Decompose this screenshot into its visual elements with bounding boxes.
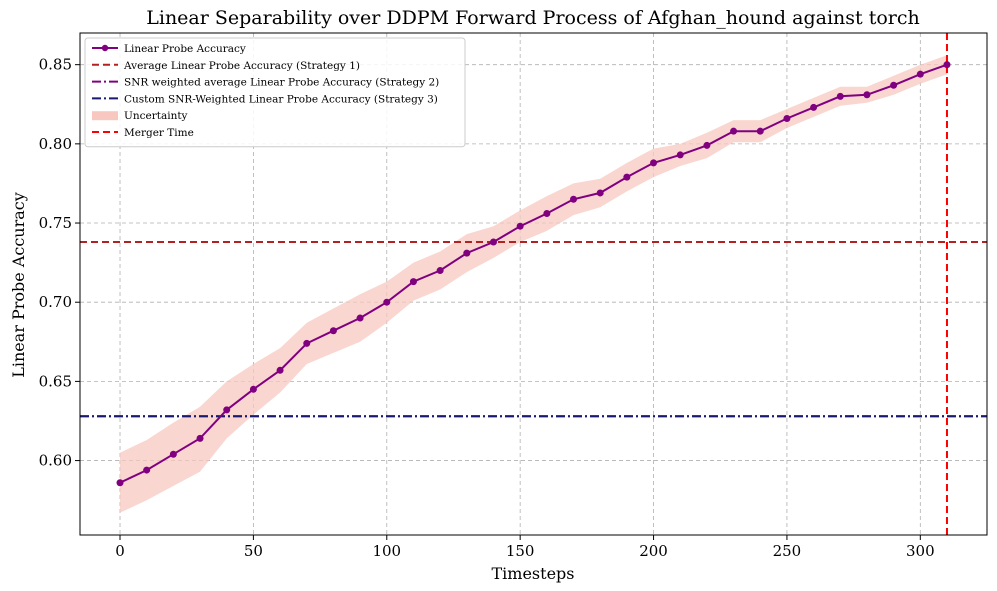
data-point <box>916 70 924 78</box>
legend-label: SNR weighted average Linear Probe Accura… <box>124 77 439 89</box>
data-point <box>650 159 658 167</box>
data-point <box>329 327 337 335</box>
data-point <box>409 278 417 286</box>
legend-box <box>84 37 466 148</box>
data-point <box>249 385 257 393</box>
series-layer <box>116 61 951 487</box>
data-point <box>623 173 631 181</box>
data-point <box>836 92 844 100</box>
chart-title: Linear Separability over DDPM Forward Pr… <box>146 7 919 29</box>
legend: Linear Probe Accuracy Average Linear Prob… <box>84 37 466 148</box>
uncertainty-band-layer <box>120 55 947 513</box>
y-axis-label: Linear Probe Accuracy <box>9 192 28 378</box>
data-point <box>756 127 764 135</box>
data-point <box>810 103 818 111</box>
legend-label: Linear Probe Accuracy <box>124 43 246 55</box>
data-point <box>516 222 524 230</box>
data-point <box>116 479 124 487</box>
x-tick-label: 100 <box>372 542 401 560</box>
axis-ticks: 0 50 100 150 200 250 300 0.60 0.65 0.70 0.75 0.80 0.… <box>39 56 935 560</box>
x-tick-label: 200 <box>639 542 668 560</box>
x-tick-label: 300 <box>906 542 935 560</box>
data-point <box>943 61 951 69</box>
series-line <box>119 63 948 484</box>
data-point <box>783 115 791 123</box>
data-point <box>436 267 444 275</box>
data-point <box>356 314 364 322</box>
data-point <box>489 238 497 246</box>
data-point <box>570 195 578 203</box>
legend-label: Merger Time <box>124 127 194 139</box>
data-point <box>169 450 177 458</box>
data-point <box>463 249 471 257</box>
x-tick-label: 250 <box>773 542 802 560</box>
legend-label: Average Linear Probe Accuracy (Strategy … <box>123 60 360 72</box>
y-tick-label: 0.70 <box>39 293 72 311</box>
data-point <box>196 434 204 442</box>
uncertainty-band <box>120 55 947 513</box>
data-point <box>676 151 684 159</box>
y-tick-label: 0.85 <box>39 56 72 74</box>
legend-swatch <box>92 111 118 121</box>
legend-marker <box>101 44 109 52</box>
data-point <box>863 91 871 99</box>
data-point <box>223 406 231 414</box>
y-tick-label: 0.60 <box>39 452 72 470</box>
reference-lines <box>80 33 987 535</box>
data-point <box>543 210 551 218</box>
data-point <box>890 81 898 89</box>
x-axis-label: Timesteps <box>492 564 575 583</box>
data-point <box>143 466 151 474</box>
y-tick-label: 0.65 <box>39 372 72 390</box>
data-point <box>730 127 738 135</box>
data-point <box>596 189 604 197</box>
x-tick-label: 150 <box>506 542 535 560</box>
legend-label: Custom SNR-Weighted Linear Probe Accurac… <box>124 93 438 105</box>
data-point <box>276 366 284 374</box>
data-point <box>703 141 711 149</box>
legend-label: Uncertainty <box>124 110 188 122</box>
plot-frame <box>79 32 988 536</box>
y-tick-label: 0.75 <box>39 214 72 232</box>
x-tick-label: 0 <box>115 542 125 560</box>
data-point <box>383 298 391 306</box>
data-point <box>303 339 311 347</box>
x-tick-label: 50 <box>244 542 263 560</box>
y-tick-label: 0.80 <box>39 135 72 153</box>
